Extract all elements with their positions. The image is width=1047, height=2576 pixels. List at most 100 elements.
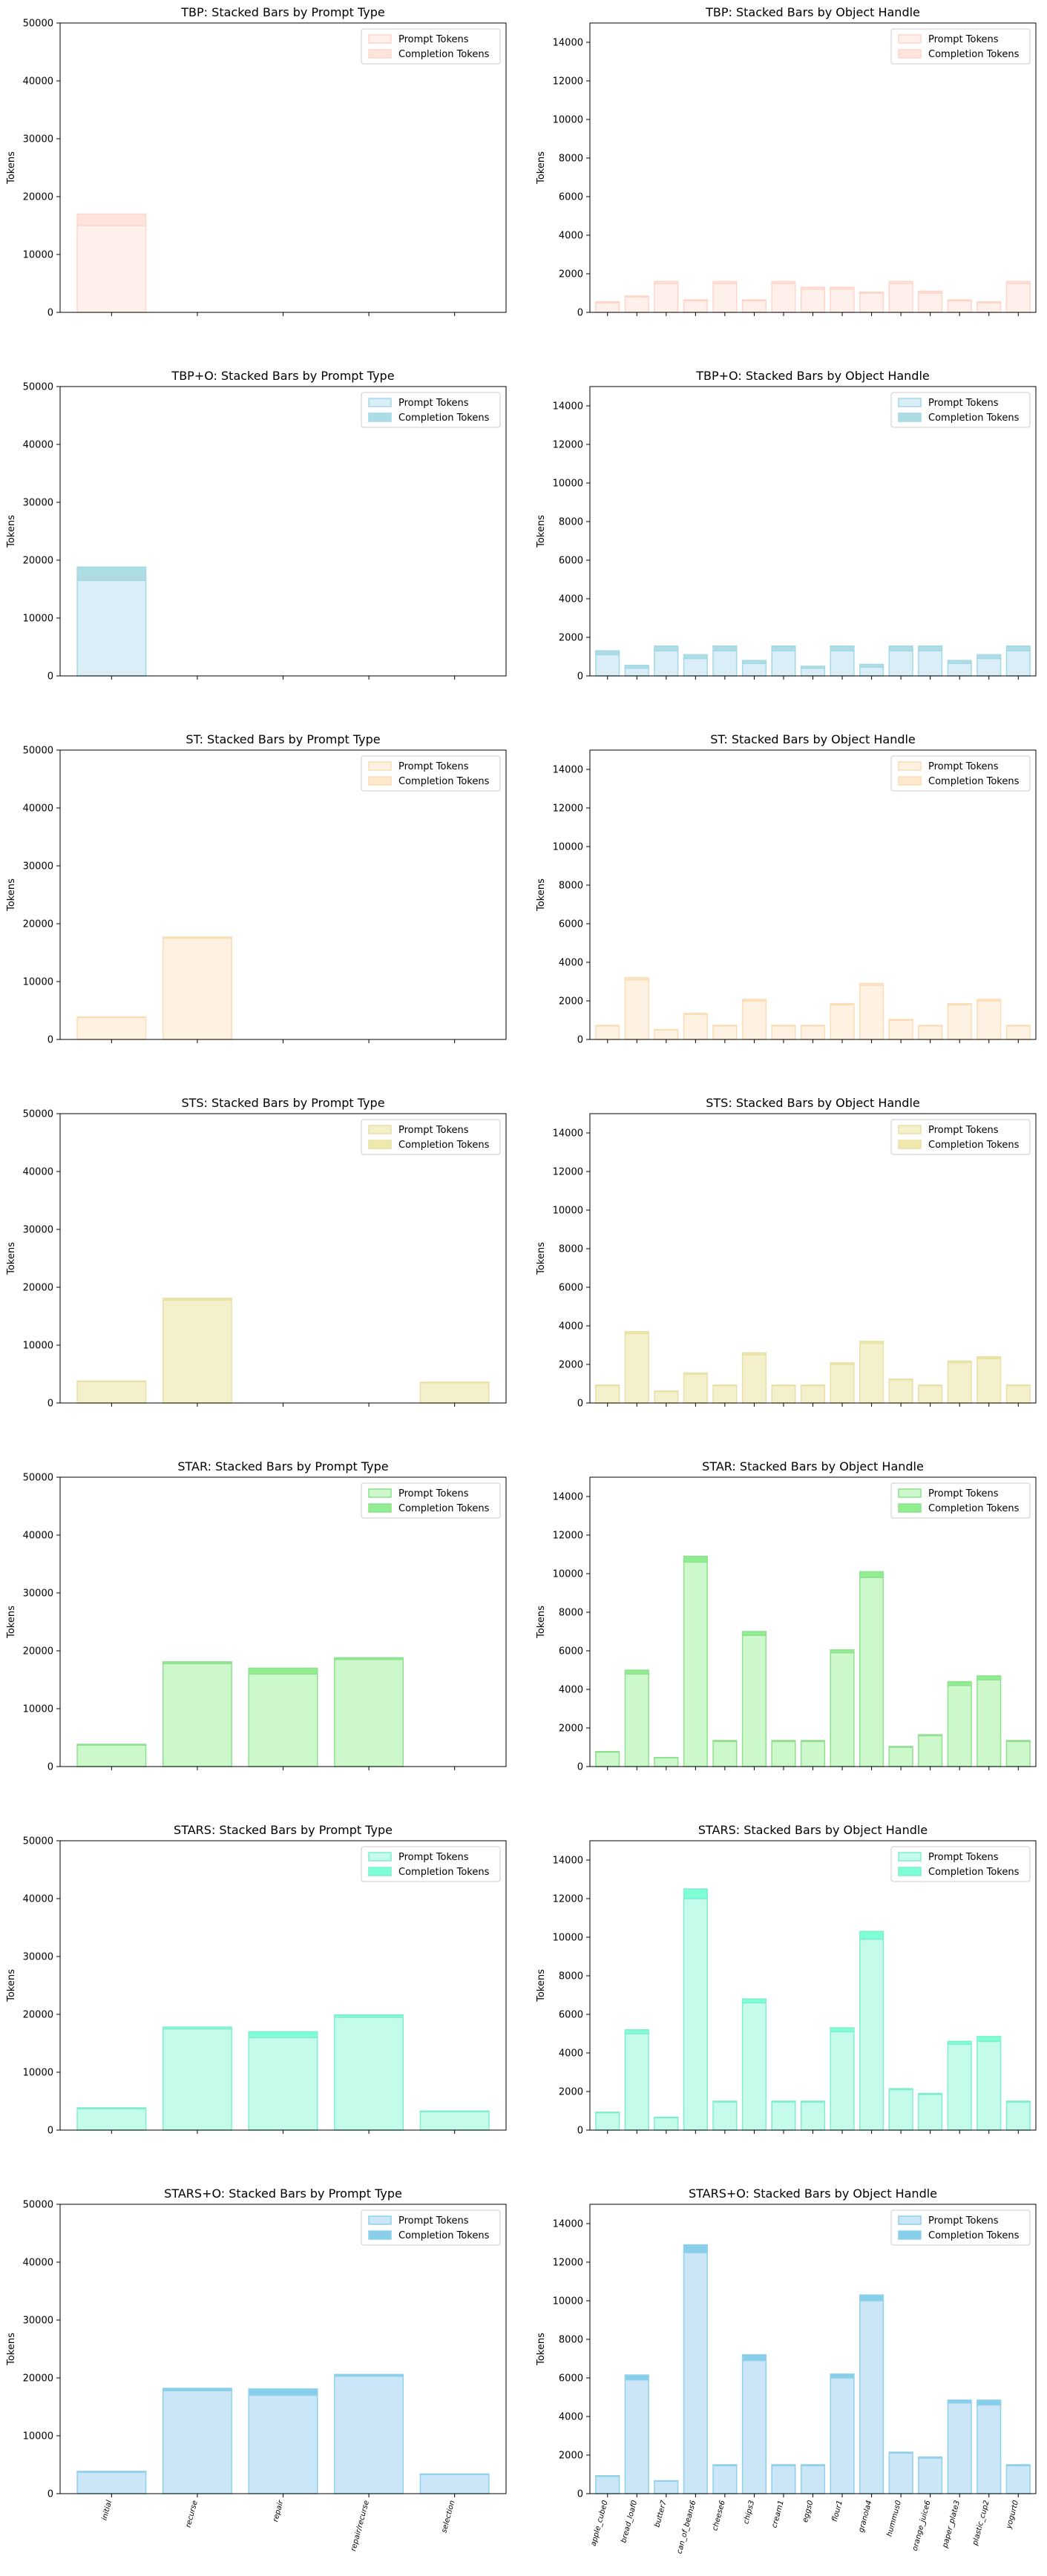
bar-prompt xyxy=(800,2465,826,2494)
legend-label-prompt: Prompt Tokens xyxy=(398,1488,469,1499)
bar-prompt xyxy=(830,289,855,313)
x-tick-label: apple_cube0 xyxy=(590,2500,610,2547)
bar-completion xyxy=(977,1675,1002,1680)
bar-completion xyxy=(741,2354,767,2362)
y-tick-label: 6000 xyxy=(559,1646,583,1657)
legend: Prompt Tokens Completion Tokens xyxy=(890,1119,1031,1155)
bar-prompt xyxy=(830,2377,855,2494)
y-axis-label: Tokens xyxy=(536,515,547,548)
bar-completion xyxy=(683,2244,708,2253)
legend-label-prompt: Prompt Tokens xyxy=(928,1125,999,1136)
chart-title: STAR: Stacked Bars by Prompt Type xyxy=(177,1459,388,1473)
y-tick-label: 6000 xyxy=(559,1283,583,1294)
bar-completion xyxy=(830,645,855,651)
y-tick-label: 4000 xyxy=(559,1685,583,1696)
y-tick-label: 10000 xyxy=(553,1206,583,1217)
legend-swatch-completion xyxy=(368,1140,392,1149)
bar-completion xyxy=(624,1331,649,1335)
legend-swatch-prompt xyxy=(898,1125,922,1134)
y-tick-label: 8000 xyxy=(559,1971,583,1982)
bar-completion xyxy=(947,2040,972,2046)
bar-completion xyxy=(918,645,943,651)
y-tick-label: 40000 xyxy=(23,804,53,815)
bar-prompt xyxy=(800,2101,826,2131)
bar-completion xyxy=(888,645,913,651)
y-tick-label: 14000 xyxy=(553,765,583,776)
y-tick-label: 12000 xyxy=(553,1894,583,1905)
bar-completion xyxy=(654,2480,679,2482)
bar-completion xyxy=(918,290,943,294)
y-tick-label: 10000 xyxy=(553,1933,583,1944)
legend-swatch-prompt xyxy=(368,34,392,44)
y-tick-label: 10000 xyxy=(23,1704,53,1715)
bar-completion xyxy=(977,1356,1002,1359)
bar-completion xyxy=(624,2029,649,2034)
bar-completion xyxy=(800,2100,826,2103)
y-tick-label: 0 xyxy=(577,1035,583,1046)
y-tick-label: 12000 xyxy=(553,2258,583,2269)
bar-completion xyxy=(918,1025,943,1027)
legend-swatch-prompt xyxy=(898,2215,922,2225)
y-axis-label: Tokens xyxy=(536,1242,547,1275)
bar-prompt xyxy=(712,650,738,677)
bar-completion xyxy=(771,645,796,651)
chart-title: STS: Stacked Bars by Object Handle xyxy=(706,1096,919,1110)
legend-label-prompt: Prompt Tokens xyxy=(928,1488,999,1499)
bar-completion xyxy=(654,1028,679,1031)
y-tick-label: 6000 xyxy=(559,919,583,930)
bar-prompt xyxy=(162,2390,232,2494)
x-tick-label: recurse xyxy=(184,2500,199,2529)
legend: Prompt Tokens Completion Tokens xyxy=(890,28,1031,65)
bar-completion xyxy=(334,2014,404,2018)
chart-title: ST: Stacked Bars by Object Handle xyxy=(710,732,916,746)
bar-prompt xyxy=(859,1938,884,2131)
bar-completion xyxy=(595,1384,620,1387)
legend: Prompt Tokens Completion Tokens xyxy=(890,755,1031,792)
y-tick-label: 50000 xyxy=(23,19,53,30)
y-tick-label: 10000 xyxy=(23,1341,53,1352)
y-tick-label: 40000 xyxy=(23,1531,53,1542)
y-tick-label: 0 xyxy=(577,671,583,683)
bar-prompt xyxy=(888,283,913,313)
bar-completion xyxy=(683,654,708,660)
legend-box xyxy=(890,1846,1031,1882)
bar-prompt xyxy=(683,1898,708,2131)
bar-prompt xyxy=(918,2457,943,2494)
bar-prompt xyxy=(683,1373,708,1404)
bar-prompt xyxy=(771,283,796,313)
y-tick-label: 0 xyxy=(47,2489,53,2500)
legend-box xyxy=(361,2209,501,2246)
x-tick-label: eggs0 xyxy=(801,2500,815,2523)
legend-label-completion: Completion Tokens xyxy=(398,1867,490,1878)
y-tick-label: 6000 xyxy=(559,556,583,567)
chart-panel: STS: Stacked Bars by Object Handle 0 2000 4… xyxy=(536,1096,1037,1410)
y-tick-label: 8000 xyxy=(559,154,583,165)
bar-completion xyxy=(162,936,232,939)
legend-swatch-completion xyxy=(368,2230,392,2240)
y-axis-label: Tokens xyxy=(6,151,17,185)
y-tick-label: 20000 xyxy=(23,2010,53,2021)
bar-prompt xyxy=(654,1757,679,1767)
bar-completion xyxy=(248,2388,318,2396)
legend-label-prompt: Prompt Tokens xyxy=(928,2215,999,2227)
bar-prompt xyxy=(859,1577,884,1767)
bar-completion xyxy=(76,213,147,226)
bar-prompt xyxy=(800,1384,826,1404)
legend-swatch-completion xyxy=(368,1867,392,1876)
chart-title: ST: Stacked Bars by Prompt Type xyxy=(186,732,380,746)
y-tick-label: 14000 xyxy=(553,401,583,413)
bar-prompt xyxy=(683,300,708,313)
bar-completion xyxy=(947,1360,972,1364)
legend-label-prompt: Prompt Tokens xyxy=(398,1852,469,1863)
chart-panel: TBP: Stacked Bars by Object Handle 0 2000 4… xyxy=(536,5,1037,319)
bar-completion xyxy=(595,2112,620,2114)
bar-prompt xyxy=(334,2375,404,2494)
y-tick-label: 0 xyxy=(47,1399,53,1410)
y-tick-label: 0 xyxy=(47,308,53,319)
bar-completion xyxy=(712,280,738,284)
chart-panel: STARS+O: Stacked Bars by Object Handle 0 2… xyxy=(536,2186,1037,2554)
y-tick-label: 30000 xyxy=(23,2316,53,2327)
y-tick-label: 8000 xyxy=(559,2335,583,2346)
bar-completion xyxy=(741,1998,767,2004)
bar-prompt xyxy=(771,1741,796,1767)
